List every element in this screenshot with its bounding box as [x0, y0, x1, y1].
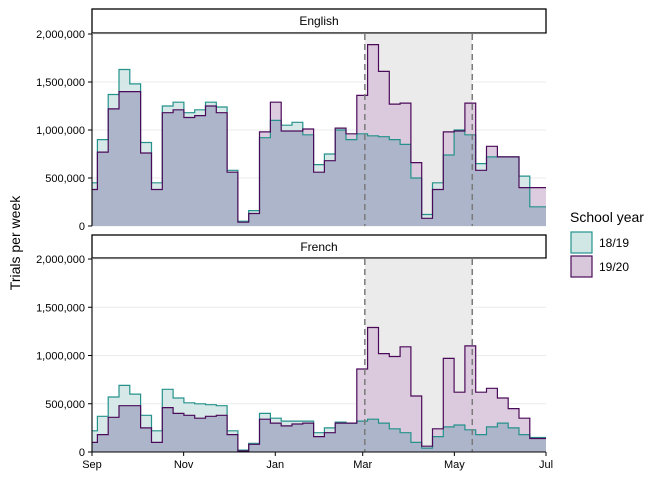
strip-label-english: English — [299, 14, 338, 28]
y-tick-label: 1,000,000 — [36, 125, 85, 137]
legend-key-19-20 — [570, 255, 593, 278]
line-english-19-20 — [92, 44, 546, 223]
y-tick-label: 2,000,000 — [36, 254, 85, 266]
strip-french — [91, 234, 547, 259]
legend: School year 18/19 19/20 — [570, 209, 644, 278]
legend-label-19-20: 19/20 — [599, 260, 629, 274]
y-tick-label: 500,000 — [45, 173, 85, 185]
legend-title: School year — [570, 209, 644, 225]
y-tick-label: 1,500,000 — [36, 77, 85, 89]
y-tick-label: 0 — [79, 447, 85, 459]
line-french-19-20 — [92, 326, 546, 452]
y-tick-label: 2,000,000 — [36, 29, 85, 41]
x-tick-label: Sep — [82, 459, 102, 471]
x-tick-label: May — [444, 459, 465, 471]
strip-english — [91, 8, 547, 34]
y-tick-label: 1,500,000 — [36, 302, 85, 314]
panel-english: English 0 500,000 1,000,000 1,500,000 2,000,… — [36, 8, 547, 233]
strip-label-french: French — [300, 240, 337, 254]
x-tick-label: Jul — [539, 459, 553, 471]
x-tick-label: Jan — [266, 459, 284, 471]
y-tick-label: 0 — [79, 221, 85, 233]
x-tick-label: Nov — [174, 459, 194, 471]
y-tick-label: 500,000 — [45, 399, 85, 411]
legend-key-18-19 — [570, 231, 593, 254]
legend-label-18-19: 18/19 — [599, 236, 629, 250]
x-tick-label: Mar — [353, 459, 372, 471]
y-tick-label: 1,000,000 — [36, 351, 85, 363]
x-axis: Sep Nov Jan Mar May Jul — [82, 451, 553, 471]
y-axis-french: 0 500,000 1,000,000 1,500,000 2,000,000 — [36, 254, 93, 459]
y-axis-english: 0 500,000 1,000,000 1,500,000 2,000,000 — [36, 29, 93, 233]
panel-french: French 0 500,000 1,000,000 1,500,000 2,000,0… — [36, 234, 553, 471]
overlap-area-english — [92, 91, 546, 226]
y-axis-title: Trials per week — [7, 195, 23, 290]
